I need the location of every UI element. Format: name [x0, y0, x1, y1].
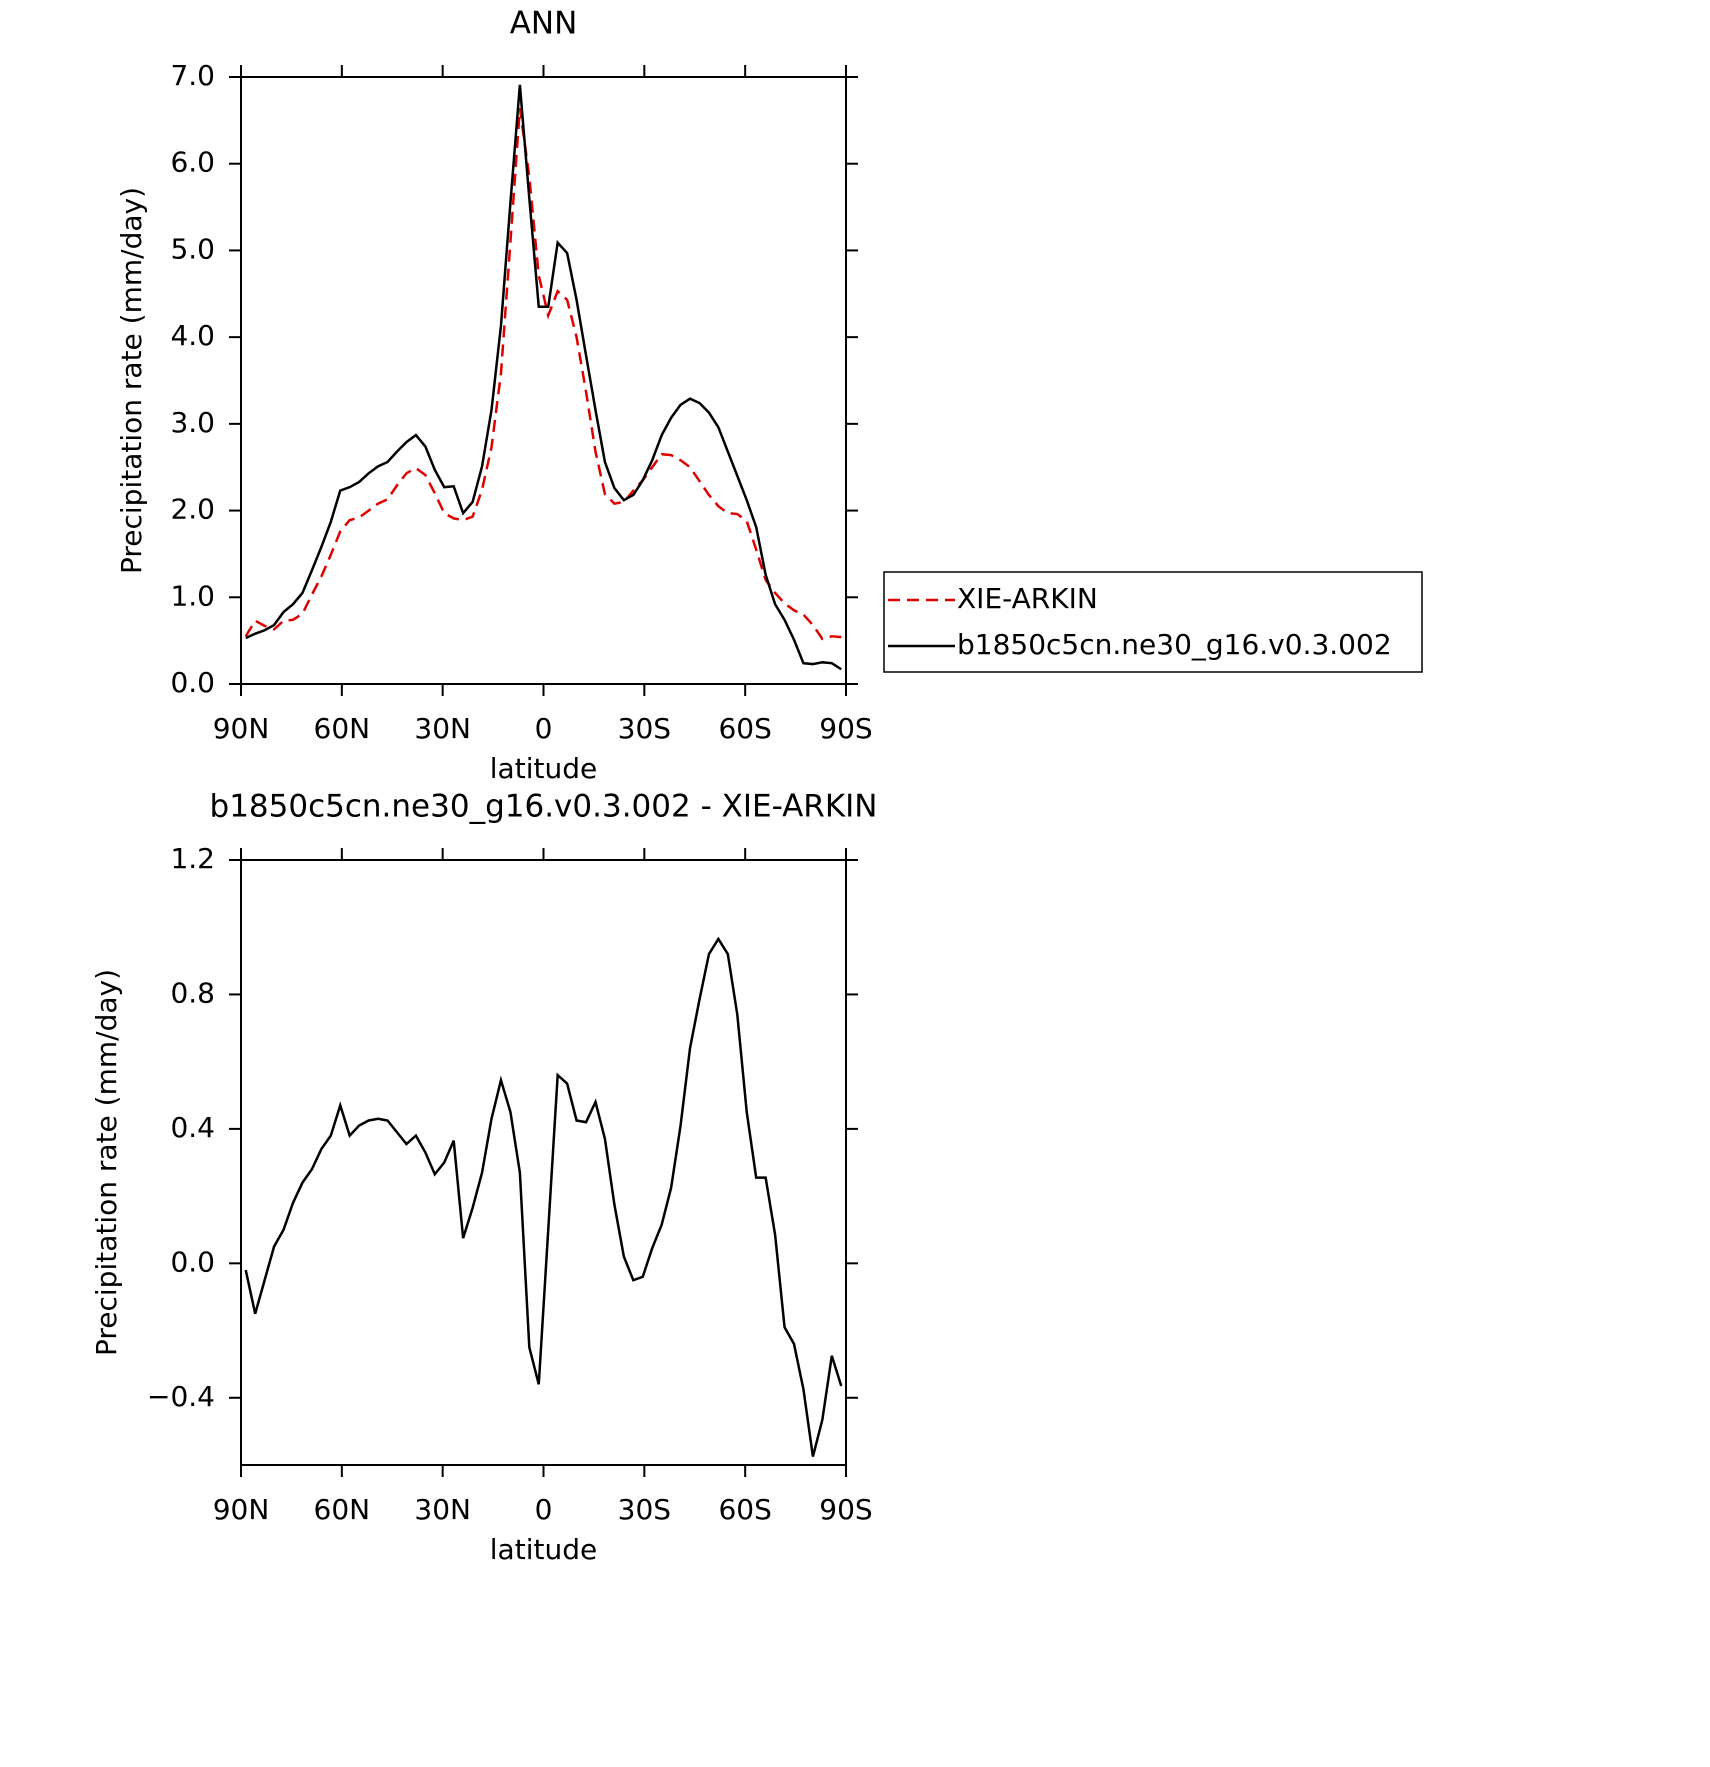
x-tick-label: 90S [819, 712, 872, 745]
y-tick-label: 0.8 [170, 976, 215, 1009]
x-tick-label: 60N [314, 1493, 371, 1526]
chart-title: b1850c5cn.ne30_g16.v0.3.002 - XIE-ARKIN [210, 789, 878, 825]
series-line [244, 108, 842, 641]
x-tick-label: 60N [314, 712, 371, 745]
y-tick-label: 6.0 [170, 146, 215, 179]
x-axis-label: latitude [490, 752, 597, 785]
x-axis-label: latitude [490, 1533, 597, 1566]
y-tick-label: 7.0 [170, 59, 215, 92]
y-axis-label: Precipitation rate (mm/day) [90, 969, 123, 1356]
chart-title: ANN [510, 6, 578, 42]
x-tick-label: 0 [535, 1493, 553, 1526]
y-tick-label: 5.0 [170, 232, 215, 265]
y-tick-label: 2.0 [170, 493, 215, 526]
x-tick-label: 90S [819, 1493, 872, 1526]
y-tick-label: 0.0 [170, 1245, 215, 1278]
x-tick-label: 30S [618, 1493, 671, 1526]
legend-label: b1850c5cn.ne30_g16.v0.3.002 [957, 628, 1392, 661]
y-axis-label: Precipitation rate (mm/day) [115, 187, 148, 574]
series-line [245, 84, 842, 671]
x-tick-label: 60S [718, 712, 771, 745]
legend-box [883, 571, 1423, 673]
plot-frame [240, 859, 847, 1466]
y-tick-label: −0.4 [147, 1380, 215, 1413]
x-tick-label: 60S [718, 1493, 771, 1526]
y-tick-label: 1.0 [170, 579, 215, 612]
plot-frame [240, 76, 847, 685]
x-tick-label: 90N [213, 1493, 270, 1526]
x-tick-label: 90N [213, 712, 270, 745]
legend-label: XIE-ARKIN [957, 582, 1098, 615]
y-tick-label: 4.0 [170, 319, 215, 352]
series-line [244, 936, 843, 1457]
y-tick-label: 0.0 [170, 666, 215, 699]
y-tick-label: 1.2 [170, 842, 215, 875]
x-tick-label: 30N [414, 712, 471, 745]
y-tick-label: 3.0 [170, 406, 215, 439]
x-tick-label: 30S [618, 712, 671, 745]
x-tick-label: 0 [535, 712, 553, 745]
y-tick-label: 0.4 [170, 1111, 215, 1144]
x-tick-label: 30N [414, 1493, 471, 1526]
